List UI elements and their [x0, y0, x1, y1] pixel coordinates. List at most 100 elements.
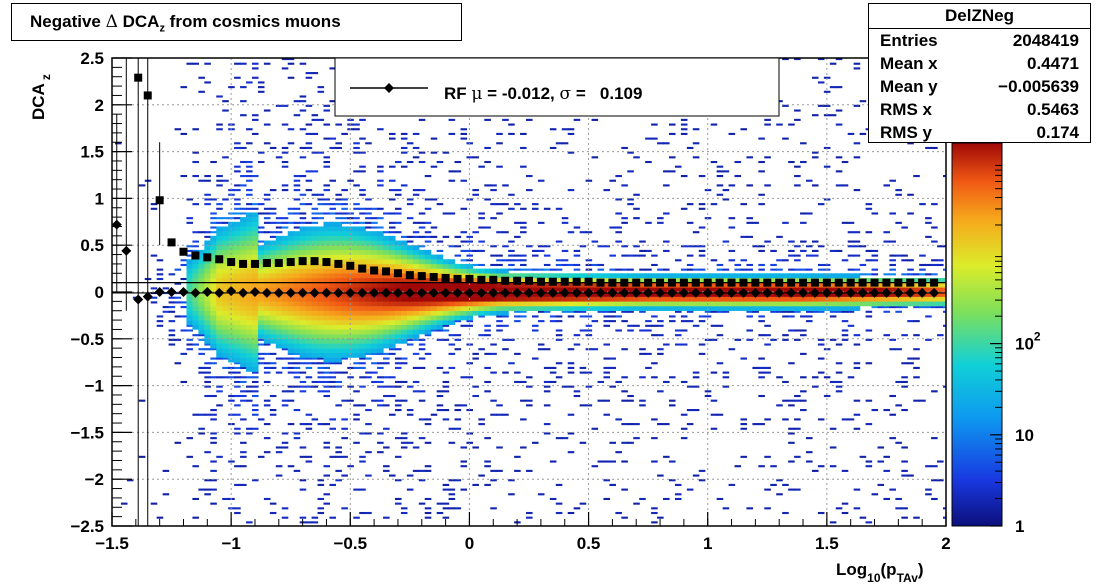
heatmap-cell — [168, 334, 176, 337]
heatmap-cell — [537, 493, 545, 496]
heatmap-cell — [603, 497, 611, 501]
heatmap-cell — [722, 277, 730, 283]
heatmap-cell — [192, 324, 199, 330]
heatmap-cell — [317, 254, 325, 260]
heatmap-cell — [329, 226, 336, 232]
heatmap-cell — [937, 334, 944, 337]
heatmap-cell — [287, 320, 295, 325]
heatmap-cell — [776, 376, 783, 379]
heatmap-cell — [204, 488, 211, 491]
heatmap-cell — [365, 277, 372, 283]
heatmap-cell — [555, 259, 563, 262]
heatmap-cell — [579, 441, 587, 444]
heatmap-cell — [514, 469, 521, 472]
heatmap-cell — [371, 231, 378, 237]
heatmap-cell — [394, 479, 402, 482]
heatmap-cell — [275, 315, 283, 321]
heatmap-cell — [216, 404, 223, 407]
heatmap-cell — [281, 259, 289, 265]
heatmap-cell — [615, 451, 622, 454]
sigma-point — [134, 73, 143, 82]
heatmap-cell — [347, 273, 354, 279]
heatmap-cell — [251, 212, 259, 218]
heatmap-cell — [210, 320, 217, 325]
heatmap-cell — [228, 371, 235, 374]
heatmap-cell — [448, 334, 456, 337]
heatmap-cell — [168, 310, 176, 313]
heatmap-cell — [305, 376, 313, 379]
heatmap-cell — [275, 310, 283, 316]
heatmap-cell — [240, 320, 247, 325]
heatmap-cell — [287, 58, 295, 61]
heatmap-cell — [847, 240, 855, 243]
heatmap-cell — [752, 273, 759, 279]
heatmap-cell — [674, 292, 682, 297]
heatmap-cell — [257, 418, 265, 421]
heatmap-cell — [240, 390, 247, 393]
heatmap-cell — [281, 507, 289, 510]
heatmap-cell — [251, 301, 259, 307]
heatmap-cell — [353, 217, 360, 220]
heatmap-cell — [317, 343, 325, 349]
heatmap-cell — [865, 292, 873, 297]
heatmap-cell — [680, 273, 688, 279]
heatmap-cell — [591, 118, 599, 121]
heatmap-cell — [508, 193, 515, 196]
heatmap-cell — [430, 165, 438, 168]
heatmap-cell — [615, 292, 622, 297]
heatmap-cell — [263, 245, 271, 251]
heatmap-cell — [251, 114, 259, 117]
heatmap-cell — [341, 507, 348, 510]
heatmap-cell — [311, 362, 319, 365]
heatmap-cell — [788, 315, 795, 318]
heatmap-cell — [454, 245, 462, 248]
heatmap-cell — [615, 198, 622, 201]
heatmap-cell — [496, 469, 503, 472]
axes: −1.5 −1 −0.5 0 0.5 1 1.5 2−2.5−2−1.5−1−0.500.51… — [70, 49, 950, 553]
heatmap-cell — [788, 399, 795, 402]
sigma-point — [346, 261, 355, 270]
heatmap-cell — [371, 371, 378, 374]
heatmap-cell — [794, 338, 801, 341]
heatmap-cell — [776, 235, 783, 238]
heatmap-cell — [788, 432, 795, 435]
heatmap-cell — [305, 170, 313, 173]
heatmap-cell — [424, 320, 432, 325]
heatmap-cell — [371, 380, 378, 384]
heatmap-cell — [311, 118, 319, 121]
heatmap-cell — [514, 455, 521, 458]
heatmap-cell — [811, 469, 819, 472]
heatmap-cell — [204, 282, 211, 288]
heatmap-cell — [746, 217, 753, 220]
heatmap-cell — [311, 315, 319, 321]
heatmap-cell — [514, 268, 521, 271]
heatmap-cell — [383, 404, 390, 407]
heatmap-cell — [275, 217, 283, 220]
heatmap-cell — [829, 427, 837, 430]
heatmap-cell — [263, 231, 271, 234]
chart-title: Negative Δ DCAz from cosmics muons — [30, 12, 341, 35]
heatmap-cell — [567, 292, 575, 297]
heatmap-cell — [371, 245, 378, 251]
heatmap-cell — [907, 212, 914, 215]
heatmap-cell — [710, 203, 718, 206]
heatmap-cell — [240, 184, 247, 187]
heatmap-cell — [651, 418, 658, 421]
heatmap-cell — [240, 277, 247, 283]
heatmap-cell — [192, 160, 199, 164]
heatmap-cell — [365, 338, 372, 344]
heatmap-cell — [484, 329, 491, 332]
heatmap-cell — [299, 423, 307, 426]
heatmap-cell — [454, 334, 462, 337]
heatmap-cell — [317, 497, 325, 501]
heatmap-cell — [222, 217, 229, 220]
heatmap-cell — [192, 296, 199, 302]
heatmap-cell — [359, 277, 366, 283]
mean-point — [559, 287, 570, 298]
heatmap-cell — [246, 390, 253, 393]
heatmap-cell — [418, 306, 426, 311]
heatmap-cell — [716, 362, 724, 365]
heatmap-cell — [216, 306, 223, 311]
heatmap-cell — [371, 240, 378, 246]
heatmap-cell — [531, 277, 539, 283]
